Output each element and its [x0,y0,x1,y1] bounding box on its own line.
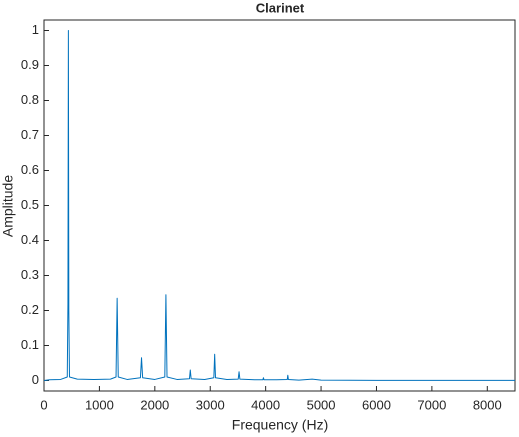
y-tick-label: 0.3 [21,267,39,282]
x-tick-label: 0 [40,397,47,412]
x-tick-label: 7000 [417,397,446,412]
chart-title: Clarinet [256,0,305,15]
y-tick-label: 0.1 [21,337,39,352]
x-tick-label: 2000 [140,397,169,412]
x-tick-label: 5000 [307,397,336,412]
y-tick-label: 0.8 [21,92,39,107]
y-tick-label: 1 [32,22,39,37]
y-tick-label: 0.4 [21,232,39,247]
y-axis-label: Amplitude [0,175,16,237]
y-tick-label: 0.7 [21,127,39,142]
plot-area [43,19,516,392]
x-axis-label: Frequency (Hz) [232,417,328,433]
spectrum-line [43,30,516,381]
y-tick-label: 0.9 [21,57,39,72]
y-tick-label: 0.5 [21,197,39,212]
x-tick-label: 4000 [251,397,280,412]
y-tick-label: 0 [32,372,39,387]
x-tick-label: 3000 [196,397,225,412]
x-tick-label: 6000 [362,397,391,412]
y-tick-label: 0.6 [21,162,39,177]
x-tick-label: 1000 [85,397,114,412]
x-tick-label: 8000 [473,397,502,412]
y-tick-label: 0.2 [21,302,39,317]
